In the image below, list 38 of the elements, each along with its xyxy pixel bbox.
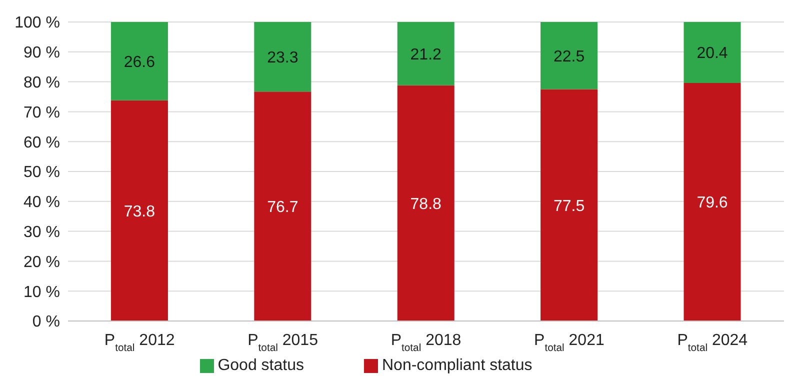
data-label: 78.8 [410, 196, 442, 213]
legend-label: Good status [218, 357, 304, 374]
x-tick-label: P$_{total}$ 2018 [390, 332, 462, 354]
y-tick-label: 90 % [24, 44, 60, 62]
bar [397, 22, 454, 86]
y-tick-label: 50 % [24, 164, 60, 182]
y-tick-label: 20 % [24, 254, 60, 271]
data-label: 20.4 [696, 45, 728, 62]
data-label: 23.3 [267, 50, 298, 67]
data-label: 73.8 [124, 203, 156, 220]
y-tick-label: 80 % [24, 74, 60, 92]
bar [254, 92, 312, 321]
y-tick-label: 70 % [24, 104, 60, 122]
data-label: 77.5 [553, 198, 585, 215]
y-tick-label: 60 % [24, 134, 60, 152]
bar [110, 100, 168, 321]
y-tick-label: 40 % [24, 194, 60, 212]
bar [684, 22, 741, 83]
bar [397, 85, 454, 321]
y-tick-label: 100 % [14, 14, 60, 32]
x-tick-label: P$_{total}$ 2015 [248, 332, 318, 354]
data-label: 79.6 [696, 194, 728, 212]
x-tick-label: P$_{total}$ 2021 [534, 332, 604, 354]
y-tick-label: 0 % [32, 314, 60, 331]
x-tick-label: P$_{total}$ 2012 [104, 332, 175, 354]
x-tick-label: P$_{total}$ 2024 [677, 332, 748, 354]
bar [254, 22, 312, 92]
bar [684, 82, 741, 321]
data-label: 76.7 [267, 199, 298, 216]
y-tick-label: 10 % [24, 284, 60, 301]
data-label: 26.6 [124, 54, 156, 71]
bar [540, 22, 598, 90]
data-label: 21.2 [410, 46, 442, 64]
y-tick-label: 30 % [24, 224, 60, 241]
data-label: 22.5 [553, 48, 585, 66]
bar [540, 89, 598, 321]
bar [110, 22, 168, 100]
legend-label: Non-compliant status [382, 357, 532, 374]
